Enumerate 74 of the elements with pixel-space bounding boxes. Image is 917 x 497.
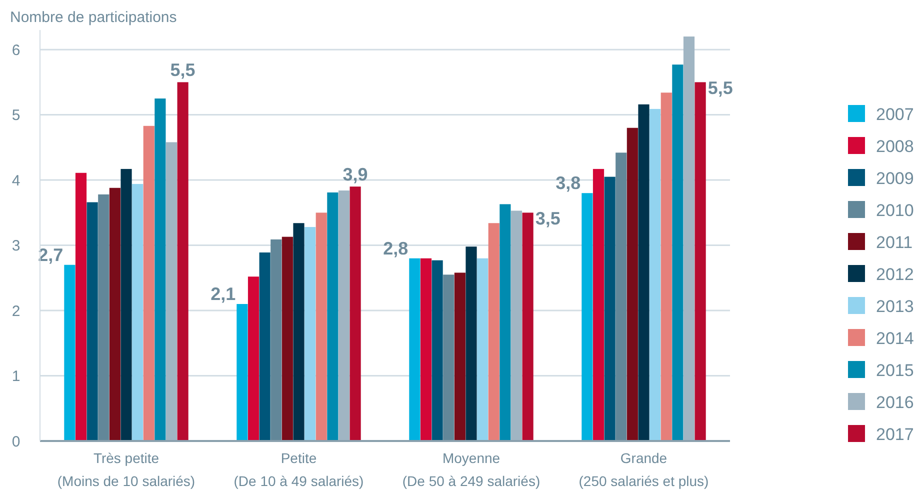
bar <box>109 188 120 441</box>
bar <box>64 264 76 441</box>
bar <box>120 168 132 441</box>
legend-label: 2009 <box>876 168 914 188</box>
bar <box>616 152 627 441</box>
y-tick-label: 3 <box>12 238 20 255</box>
bar <box>420 258 432 441</box>
legend-label: 2013 <box>876 296 914 316</box>
y-tick-label: 6 <box>12 42 20 59</box>
bar <box>683 36 695 441</box>
bar <box>626 128 638 441</box>
legend-label: 2017 <box>876 424 914 444</box>
bar <box>454 272 466 441</box>
bar <box>488 223 500 441</box>
data-label: 2,8 <box>383 238 408 258</box>
data-label: 2,1 <box>210 284 236 304</box>
bar <box>409 258 420 441</box>
bar <box>75 172 87 441</box>
y-axis-title: Nombre de participations <box>10 9 177 26</box>
legend-label: 2011 <box>876 232 913 252</box>
legend-label: 2010 <box>876 200 914 220</box>
bar <box>304 227 316 441</box>
bar <box>270 239 282 441</box>
bar <box>338 190 350 441</box>
bar <box>143 126 154 441</box>
bar <box>293 223 304 441</box>
y-tick-label: 2 <box>12 302 20 320</box>
bar <box>466 246 477 441</box>
bar <box>154 98 166 441</box>
bar <box>132 184 144 441</box>
y-tick-label: 4 <box>12 172 20 190</box>
bar <box>500 204 511 441</box>
bar <box>694 82 706 441</box>
bar <box>98 194 110 441</box>
bar <box>592 168 604 441</box>
bar <box>316 212 327 441</box>
legend-label: 2008 <box>876 136 914 156</box>
bar <box>86 202 98 441</box>
bar <box>660 92 672 441</box>
legend-label: 2016 <box>876 392 914 412</box>
legend-label: 2015 <box>876 360 914 380</box>
bar <box>522 212 534 441</box>
bar <box>282 236 293 441</box>
data-label: 5,5 <box>708 78 733 98</box>
legend-label: 2014 <box>876 328 914 348</box>
bar <box>638 104 650 441</box>
bar <box>177 82 188 441</box>
data-label: 5,5 <box>170 60 196 80</box>
legend-label: 2007 <box>876 104 914 124</box>
bar <box>582 193 593 441</box>
bar <box>672 64 684 441</box>
bar <box>650 108 661 441</box>
bar <box>166 142 178 441</box>
x-tick-label: Grande (250 salariés et plus) <box>578 450 709 489</box>
bar <box>510 210 522 441</box>
bar <box>236 304 248 441</box>
bar <box>432 260 443 441</box>
bar <box>248 276 260 441</box>
bar <box>259 252 270 441</box>
x-tick-label: Moyenne (De 50 à 249 salariés) <box>402 450 540 489</box>
x-tick-label: Petite (De 10 à 49 salariés) <box>234 450 364 489</box>
data-label: 3,9 <box>342 164 368 185</box>
x-tick-label: Très petite (Moins de 10 salariés) <box>57 450 196 489</box>
bar <box>443 274 454 441</box>
bar <box>604 176 616 441</box>
y-tick-label: 1 <box>12 368 20 386</box>
data-label: 3,5 <box>535 208 560 229</box>
y-tick-label: 0 <box>12 433 20 450</box>
bar <box>327 192 338 441</box>
bar <box>350 186 361 441</box>
legend-label: 2012 <box>876 264 914 284</box>
data-label: 3,8 <box>556 173 581 194</box>
bar <box>477 258 488 441</box>
y-tick-label: 5 <box>12 107 20 124</box>
